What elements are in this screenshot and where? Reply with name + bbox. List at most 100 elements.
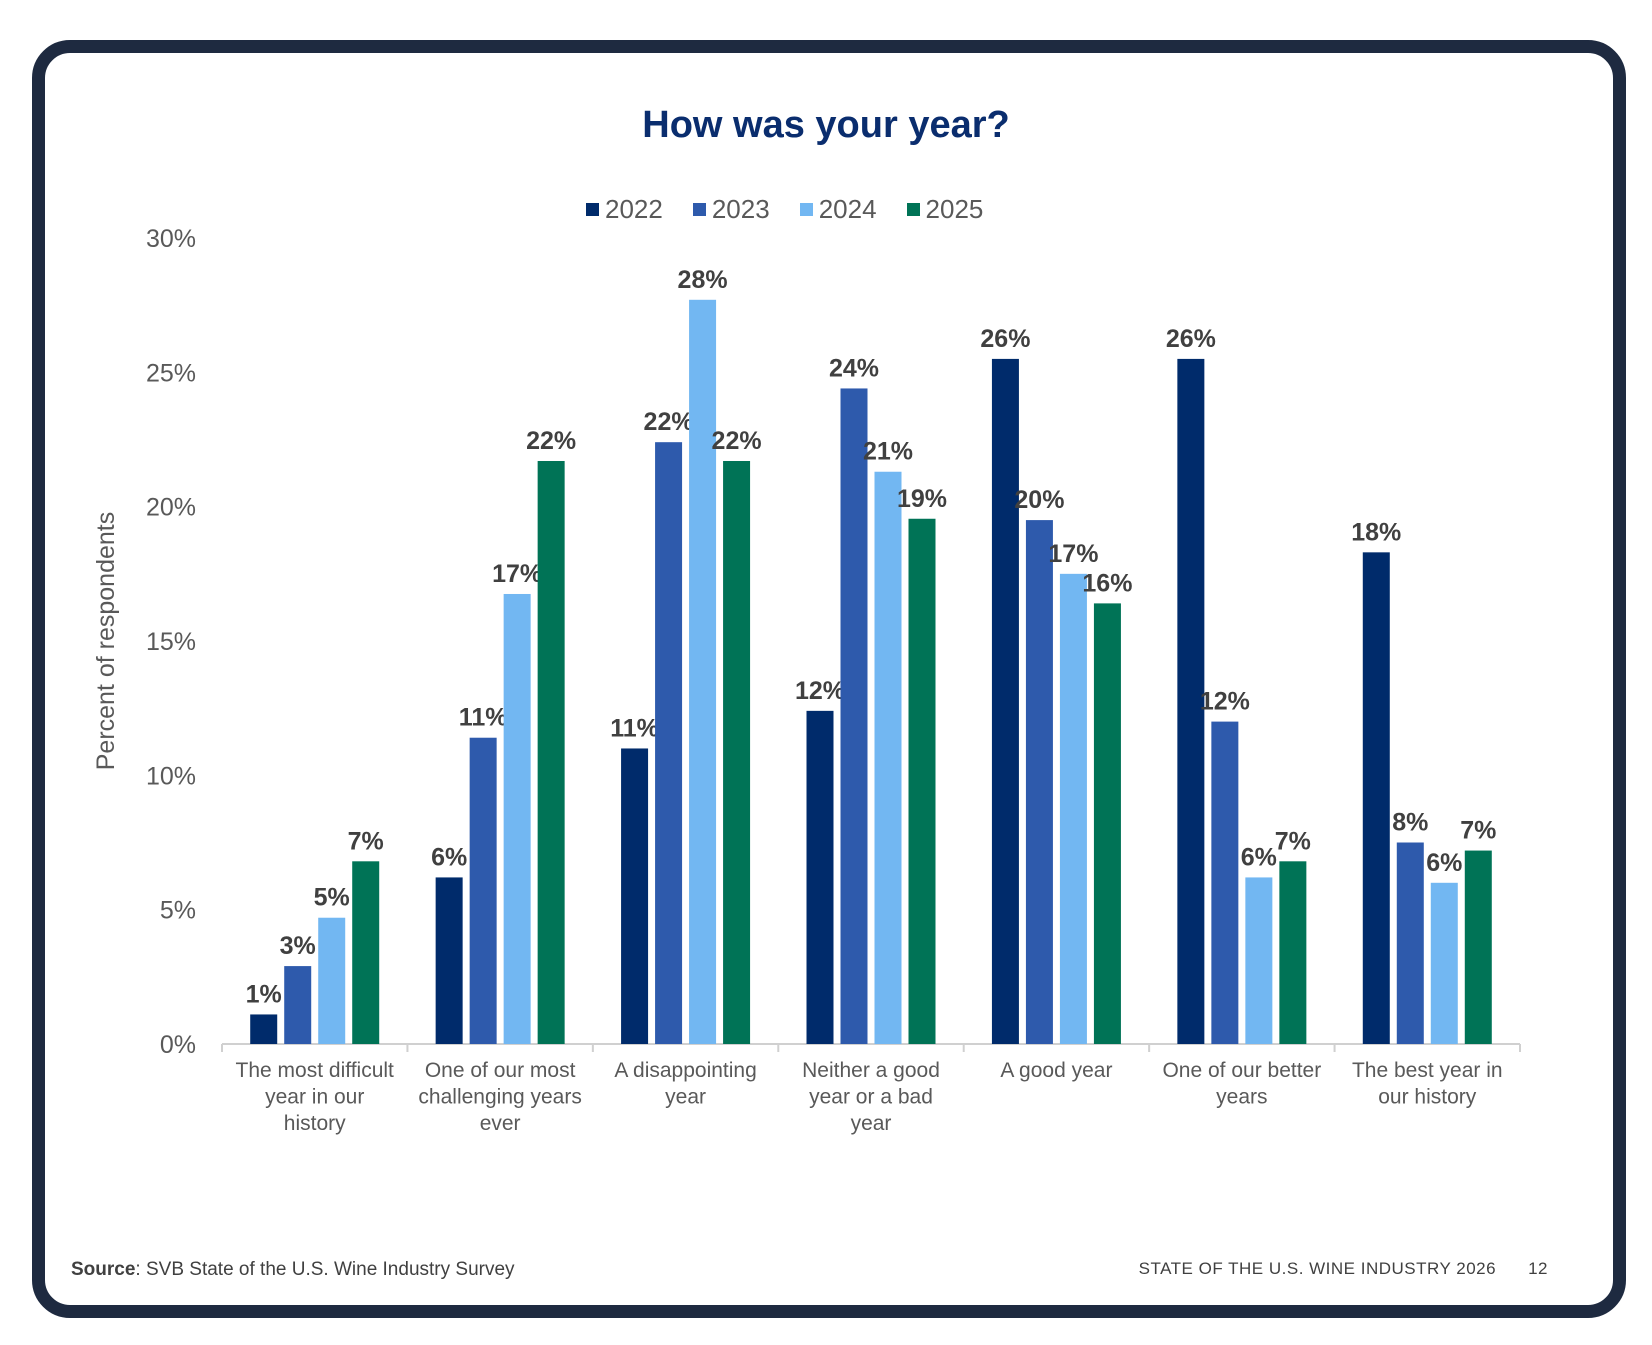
data-label: 6%	[431, 843, 467, 871]
data-label: 18%	[1351, 518, 1401, 546]
category-label: A disappointing	[614, 1059, 756, 1082]
data-label: 1%	[246, 980, 282, 1008]
bar-2023	[1211, 721, 1239, 1044]
y-tick-label: 0%	[160, 1031, 196, 1059]
bar-2025	[352, 861, 380, 1044]
category-label: A good year	[1000, 1059, 1112, 1082]
slide-frame	[32, 40, 1626, 1318]
bar-2023	[284, 966, 312, 1044]
data-label: 11%	[610, 714, 659, 742]
bar-2025	[537, 460, 565, 1044]
y-tick-label: 30%	[146, 225, 196, 253]
y-tick-label: 15%	[146, 628, 196, 656]
data-label: 12%	[795, 677, 845, 705]
bar-2024	[503, 593, 531, 1044]
bar-2024	[874, 471, 902, 1044]
source-text: : SVB State of the U.S. Wine Industry Su…	[135, 1259, 515, 1280]
legend-item-2025: 2025	[906, 194, 984, 225]
y-tick-label: 10%	[146, 762, 196, 790]
legend-swatch	[692, 203, 706, 216]
bar-2025	[723, 460, 751, 1044]
data-label: 12%	[1200, 688, 1250, 716]
bar-2022	[250, 1014, 278, 1044]
category-label: years	[1216, 1086, 1267, 1109]
data-label: 26%	[980, 325, 1030, 353]
legend-item-2023: 2023	[692, 194, 770, 225]
data-label: 3%	[280, 932, 316, 960]
bar-2024	[318, 917, 346, 1044]
data-label: 20%	[1014, 486, 1064, 514]
bar-2025	[1093, 603, 1121, 1044]
data-label: 21%	[863, 438, 913, 466]
category-label: The best year in	[1352, 1059, 1503, 1082]
report-title: STATE OF THE U.S. WINE INDUSTRY 2026	[1138, 1259, 1497, 1278]
y-tick-label: 25%	[146, 359, 196, 387]
bar-2022	[991, 358, 1019, 1044]
data-label: 22%	[526, 427, 576, 455]
source-note: Source: SVB State of the U.S. Wine Indus…	[71, 1259, 515, 1281]
category-label: One of our most	[425, 1059, 576, 1082]
bar-2023	[1025, 520, 1053, 1044]
bar-2022	[621, 748, 649, 1044]
y-tick-label: 5%	[160, 897, 196, 925]
bar-2023	[655, 442, 683, 1045]
legend-label: 2022	[605, 194, 663, 224]
bar-2023	[1396, 842, 1424, 1044]
bar-2023	[469, 737, 497, 1044]
data-label: 5%	[314, 884, 350, 912]
data-label: 22%	[644, 408, 694, 436]
legend-swatch	[586, 203, 599, 216]
bar-2022	[806, 710, 834, 1044]
data-label: 11%	[459, 704, 508, 732]
legend-label: 2024	[818, 194, 877, 224]
bar-2024	[1430, 882, 1458, 1044]
data-label: 17%	[1048, 540, 1098, 568]
bar-2023	[840, 388, 868, 1044]
bar-2022	[1362, 552, 1390, 1044]
bar-2022	[1177, 358, 1205, 1044]
data-label: 17%	[492, 560, 542, 588]
chart-title: How was your year?	[642, 104, 1010, 146]
bar-2024	[1059, 573, 1087, 1044]
bar-2025	[1279, 861, 1307, 1044]
bar-2025	[908, 518, 936, 1044]
data-label: 7%	[348, 827, 384, 855]
data-label: 28%	[678, 266, 728, 294]
category-label: year in our	[265, 1086, 364, 1109]
data-label: 6%	[1241, 843, 1277, 871]
category-label: Neither a good	[802, 1059, 940, 1082]
legend-item-2024: 2024	[799, 194, 877, 225]
data-label: 6%	[1426, 849, 1462, 877]
bar-2024	[689, 299, 717, 1044]
category-label: year	[665, 1086, 706, 1109]
category-label: year	[851, 1112, 892, 1135]
data-label: 16%	[1082, 569, 1132, 597]
category-label: challenging years	[418, 1086, 581, 1109]
source-label: Source	[71, 1259, 136, 1280]
category-label: year or a bad	[809, 1086, 933, 1109]
category-label: history	[284, 1112, 346, 1135]
legend-swatch	[906, 203, 920, 216]
legend-label: 2025	[925, 194, 984, 224]
category-label: One of our better	[1162, 1059, 1321, 1082]
legend-item-2022: 2022	[586, 194, 663, 225]
category-label: our history	[1378, 1086, 1477, 1109]
legend: 2022 2023 2024 2025	[586, 194, 983, 225]
data-label: 8%	[1392, 809, 1428, 837]
bar-2024	[1245, 877, 1273, 1044]
category-label: ever	[480, 1112, 521, 1135]
data-label: 7%	[1275, 827, 1311, 855]
data-label: 22%	[712, 427, 762, 455]
y-tick-label: 20%	[146, 494, 196, 522]
bar-2025	[1464, 850, 1492, 1044]
data-label: 24%	[829, 354, 879, 382]
page-number: 12	[1528, 1259, 1548, 1278]
category-label: The most difficult	[236, 1059, 395, 1082]
data-label: 26%	[1166, 325, 1216, 353]
legend-label: 2023	[711, 194, 770, 224]
legend-swatch	[799, 203, 813, 216]
y-axis-label: Percent of respondents	[92, 512, 120, 771]
footer-right: STATE OF THE U.S. WINE INDUSTRY 2026 12	[1139, 1259, 1548, 1279]
data-label: 7%	[1460, 817, 1496, 845]
